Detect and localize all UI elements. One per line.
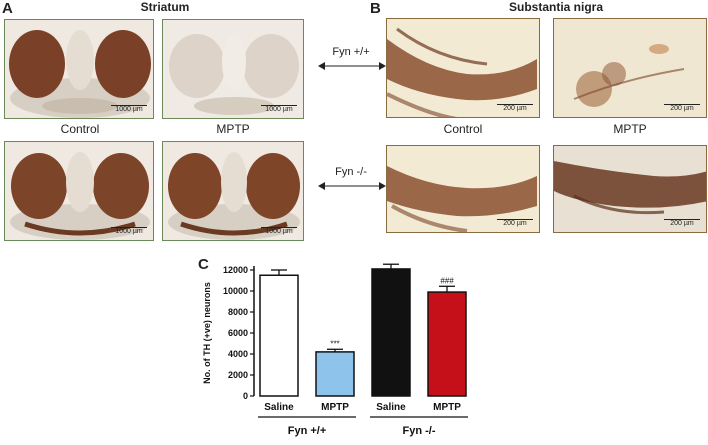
bar-chart-svg: 0 2000 4000 6000 8000 10000 12000 No. of TH (+v… [202, 263, 468, 437]
category-label: Saline [264, 402, 294, 413]
y-tick-label: 2000 [228, 370, 248, 380]
group-label: Fyn -/- [403, 425, 436, 437]
striatum-wt-mptp-image: 1000 µm [162, 19, 304, 119]
genotype-ko-label: Fyn -/- [335, 166, 367, 178]
bar [427, 291, 467, 397]
category-label: Saline [376, 402, 406, 413]
double-arrow-icon [318, 182, 386, 190]
striatum-ko-control-image: 1000 µm [4, 141, 154, 241]
scale-bar-label: 200 µm [497, 219, 533, 228]
striatum-control-label: Control [60, 122, 100, 136]
significance-annotation: ### [440, 276, 454, 285]
nigra-mptp-label: MPTP [613, 122, 647, 136]
y-tick-label: 6000 [228, 328, 248, 338]
striatum-title: Striatum [140, 0, 190, 14]
nigra-ko-control-image: 200 µm [386, 145, 540, 233]
panel-b-letter: B [370, 0, 381, 17]
nigra-control-label: Control [443, 122, 483, 136]
striatum-ko-mptp-image: 1000 µm [162, 141, 304, 241]
nigra-wt-mptp-image: 200 µm [553, 18, 707, 118]
bar [259, 274, 299, 397]
nigra-ko-mptp-image: 200 µm [553, 145, 707, 233]
th-neuron-bar-chart: 0 2000 4000 6000 8000 10000 12000 No. of TH (+v… [196, 256, 556, 440]
scale-bar-label: 1000 µm [111, 105, 147, 114]
category-label: MPTP [433, 402, 461, 413]
scale-bar-label: 1000 µm [111, 227, 147, 236]
scale-bar-label: 1000 µm [261, 227, 297, 236]
scale-bar-label: 200 µm [664, 104, 700, 113]
y-tick-label: 8000 [228, 307, 248, 317]
bar [315, 351, 355, 397]
scale-bar-label: 200 µm [664, 219, 700, 228]
y-tick-label: 10000 [223, 286, 248, 296]
double-arrow-icon [318, 62, 386, 70]
significance-annotation: *** [330, 339, 339, 348]
scale-bar-label: 1000 µm [261, 105, 297, 114]
y-tick-label: 12000 [223, 265, 248, 275]
substantia-nigra-title: Substantia nigra [508, 0, 603, 14]
panel-c-letter: C [198, 256, 209, 273]
striatum-mptp-label: MPTP [216, 122, 250, 136]
bar [371, 268, 411, 397]
genotype-wt-label: Fyn +/+ [332, 46, 370, 58]
scale-bar-label: 200 µm [497, 104, 533, 113]
y-axis-label: No. of TH (+ve) neurons [202, 282, 212, 384]
nigra-wt-control-image: 200 µm [386, 18, 540, 118]
category-label: MPTP [321, 402, 349, 413]
y-tick-label: 0 [243, 391, 248, 401]
group-label: Fyn +/+ [288, 425, 327, 437]
panel-a-letter: A [2, 0, 13, 17]
striatum-wt-control-image: 1000 µm [4, 19, 154, 119]
y-tick-label: 4000 [228, 349, 248, 359]
